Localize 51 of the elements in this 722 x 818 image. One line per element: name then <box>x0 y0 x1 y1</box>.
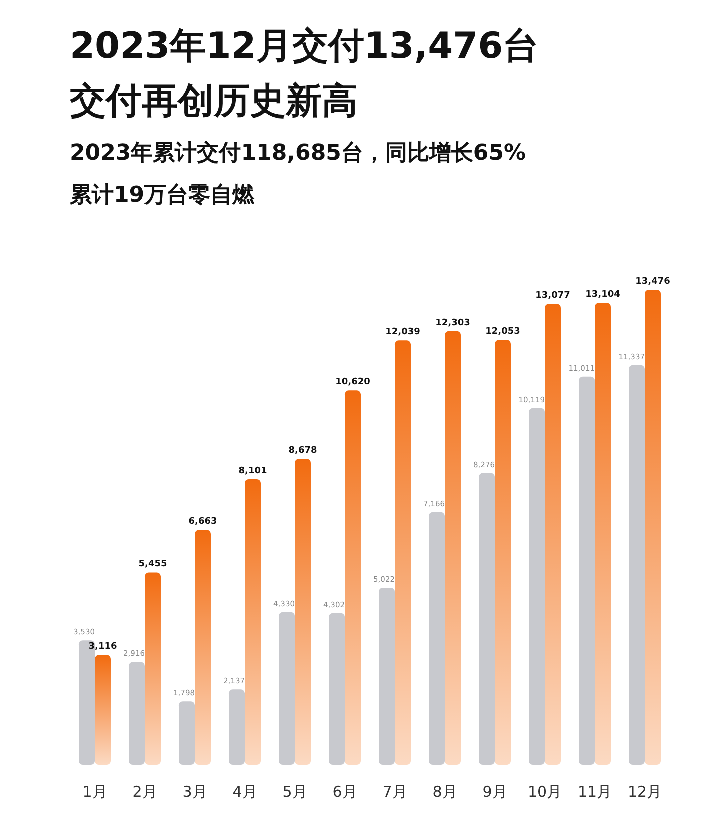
bar <box>529 408 545 765</box>
chart-title: 2023年12月交付13,476台 <box>70 26 540 67</box>
data-label: 10,620 <box>336 378 370 388</box>
data-label: 5,455 <box>138 560 168 570</box>
data-label: 13,476 <box>636 277 670 287</box>
x-tick-label: 5月 <box>282 783 308 801</box>
bar <box>645 290 661 765</box>
bar <box>595 303 611 765</box>
bar <box>479 473 495 765</box>
bar <box>545 304 561 765</box>
x-tick-label: 6月 <box>332 783 358 801</box>
x-tick-label: 9月 <box>482 783 508 801</box>
x-tick-label: 2月 <box>132 783 158 801</box>
data-label: 12,039 <box>386 328 420 338</box>
data-label: 8,101 <box>238 466 268 476</box>
data-label: 6,663 <box>188 517 218 528</box>
data-label: 12,303 <box>436 318 470 328</box>
chart-subtitle: 交付再创历史新高 <box>69 81 358 122</box>
x-tick-label: 8月 <box>432 783 458 801</box>
bar <box>345 390 361 765</box>
data-label: 13,104 <box>586 290 620 300</box>
data-label: 12,053 <box>486 327 520 338</box>
bar <box>629 365 645 765</box>
bar <box>95 655 111 765</box>
x-tick-label: 11月 <box>578 783 612 801</box>
bar <box>245 479 261 765</box>
x-tick-label: 12月 <box>628 783 662 801</box>
x-tick-label: 1月 <box>82 783 108 801</box>
data-label: 13,077 <box>536 291 570 302</box>
bar <box>179 702 195 765</box>
x-tick-label: 3月 <box>182 783 208 801</box>
x-tick-label: 4月 <box>232 783 258 801</box>
bar <box>395 340 411 765</box>
data-label: 3,116 <box>88 642 118 652</box>
bar <box>379 588 395 765</box>
bar <box>295 459 311 765</box>
bar <box>195 530 211 765</box>
bar <box>145 572 161 765</box>
bar <box>329 613 345 765</box>
bar <box>279 612 295 765</box>
bar <box>495 340 511 765</box>
bar <box>579 376 595 765</box>
bar <box>445 331 461 765</box>
bar <box>229 690 245 765</box>
x-tick-label: 7月 <box>382 783 408 801</box>
data-label: 8,678 <box>288 446 318 456</box>
bar <box>129 662 145 765</box>
bar <box>429 512 445 765</box>
text: 2023年累计交付118,685台，同比增长65% <box>70 140 526 166</box>
x-tick-label: 10月 <box>528 783 562 801</box>
text: 累计19万台零自燃 <box>69 183 256 208</box>
